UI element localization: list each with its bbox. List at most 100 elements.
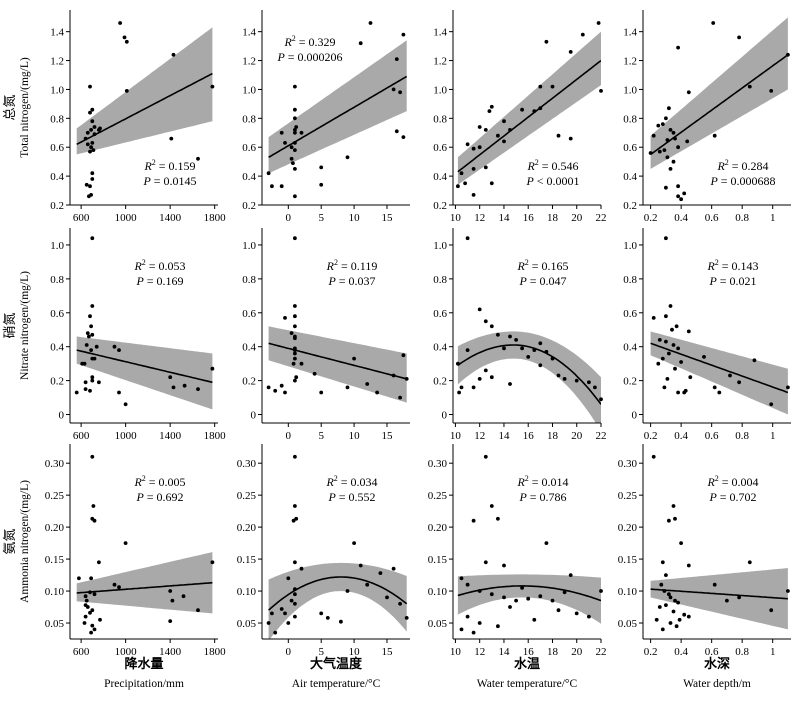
p-value-label: P < 0.0001 <box>525 174 579 188</box>
y-tick-label: 0.8 <box>50 274 64 286</box>
data-point <box>679 360 683 364</box>
y-tick-label: 0.4 <box>433 342 447 354</box>
data-point <box>465 614 470 619</box>
data-point <box>294 375 299 380</box>
x-tick-label: 0.6 <box>705 430 719 442</box>
data-point <box>283 390 287 395</box>
data-point <box>391 566 396 571</box>
data-point <box>471 193 476 197</box>
data-point <box>266 621 271 625</box>
y-tick-label: 0.4 <box>623 171 637 183</box>
data-point <box>293 167 297 171</box>
data-point <box>94 344 99 349</box>
data-point <box>676 145 680 150</box>
data-point <box>293 304 297 308</box>
data-point <box>670 327 674 332</box>
data-point <box>786 385 790 390</box>
data-point <box>368 21 373 25</box>
y-tick-label: 0.20 <box>45 522 65 534</box>
y-tick-label: 0.8 <box>50 113 64 125</box>
data-point <box>673 136 677 141</box>
data-point <box>679 541 683 545</box>
data-point <box>398 90 402 95</box>
x-tick-label: 16 <box>523 212 535 224</box>
data-point <box>677 617 682 622</box>
data-point <box>660 356 665 361</box>
data-point <box>171 52 176 57</box>
y-tick-label: 0.15 <box>237 554 257 566</box>
data-point <box>85 130 90 135</box>
data-point <box>550 598 555 603</box>
y-tick-label: 1.0 <box>242 84 256 96</box>
data-point <box>599 397 603 402</box>
data-point <box>502 119 506 124</box>
x-tick-label: 1 <box>770 212 776 224</box>
data-point <box>92 592 97 597</box>
x-tick-label: 0.2 <box>644 430 658 442</box>
x-tick-label: 20 <box>571 646 583 658</box>
data-point <box>365 582 370 587</box>
y-tick-label: 1.0 <box>433 240 447 252</box>
data-point <box>520 107 524 112</box>
data-point <box>293 348 297 352</box>
data-point <box>293 454 297 459</box>
confidence-band <box>268 562 407 639</box>
data-point <box>568 136 573 141</box>
fit-line <box>268 342 407 380</box>
data-point <box>210 366 215 371</box>
y-tick-label: 1.2 <box>433 56 447 68</box>
x-tick-label: 1000 <box>115 212 138 224</box>
confidence-band <box>650 331 788 415</box>
p-value-label: P = 0.021 <box>708 274 756 288</box>
r-squared-label: R2 = 0.119 <box>326 258 378 273</box>
data-point <box>702 355 706 359</box>
r-squared-label: R2 = 0.143 <box>706 258 758 273</box>
x-tick-label: 1800 <box>204 212 227 224</box>
y-tick-label: 0 <box>632 410 638 422</box>
data-point <box>98 617 102 622</box>
y-tick-label: 0.20 <box>618 522 638 534</box>
fit-line <box>76 581 213 594</box>
data-point <box>520 346 524 351</box>
data-point <box>544 39 549 44</box>
data-point <box>352 356 356 361</box>
data-point <box>279 130 284 135</box>
data-point <box>294 516 299 521</box>
x-tick-label: 5 <box>318 212 324 224</box>
data-point <box>660 627 665 632</box>
data-point <box>279 607 284 611</box>
data-point <box>394 57 399 61</box>
data-point <box>90 454 95 459</box>
panel-nh4-airT: 0.05 0.10 0.15 0.20 0.25 0.30 0 5 10 15 R2 = 0.034… <box>237 444 410 658</box>
data-point <box>587 380 591 385</box>
data-point <box>293 314 297 319</box>
data-point <box>568 573 573 577</box>
data-point <box>489 181 494 186</box>
data-point <box>665 138 670 142</box>
y-axis-title-zh: 氨氮 <box>3 528 18 554</box>
data-point <box>662 385 667 390</box>
y-tick-label: 0.4 <box>50 342 64 354</box>
data-point <box>293 107 297 112</box>
y-tick-label: 0.4 <box>242 171 256 183</box>
panel-tn-depth: 0.2 0.4 0.6 0.8 1.0 1.2 1.4 0.2 0.4 0.6 0.8 1 R2 = 0… <box>623 10 791 224</box>
data-point <box>657 605 662 609</box>
data-point <box>496 624 500 629</box>
data-point <box>725 598 729 603</box>
y-tick-label: 0.15 <box>45 554 65 566</box>
y-tick-label: 0.4 <box>433 171 447 183</box>
x-tick-label: 22 <box>596 646 607 658</box>
x-axis-title-en: Air temperature/°C <box>292 678 381 690</box>
fit-line <box>457 344 601 405</box>
data-point <box>664 236 668 241</box>
y-tick-label: 0.30 <box>45 458 65 470</box>
y-tick-label: 1.0 <box>50 84 64 96</box>
data-point <box>456 184 460 189</box>
data-point <box>786 52 790 57</box>
data-point <box>112 582 117 587</box>
y-tick-label: 0.25 <box>428 490 448 502</box>
data-point <box>465 348 470 352</box>
r-squared-label: R2 = 0.546 <box>526 158 578 173</box>
p-value-label: P = 0.692 <box>135 490 183 504</box>
